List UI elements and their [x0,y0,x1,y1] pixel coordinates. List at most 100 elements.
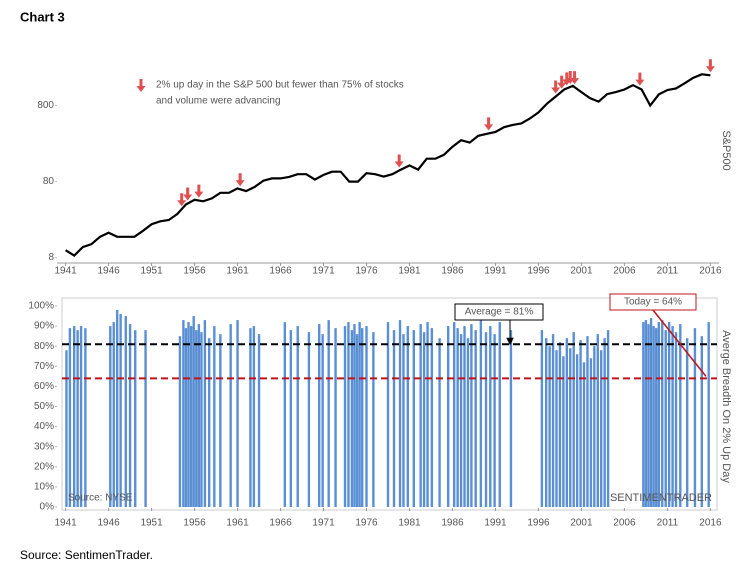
y-tick-label: 70% [34,361,54,372]
bar [551,334,555,507]
x-tick-label: 1986 [441,266,464,277]
price-line [65,73,711,257]
bar [661,320,664,507]
x-tick-label: 1966 [269,266,292,277]
signal-arrow [394,154,404,168]
bar [128,324,132,507]
bar [667,322,671,507]
bar [565,338,569,507]
y-axis-label: Averge Breadth On 2% Up Day [720,330,732,483]
y-tick-label: 10% [34,482,54,493]
bar [649,318,653,507]
bar [446,326,450,507]
bar [685,338,689,507]
signal-arrow [551,80,561,94]
x-tick-label: 1951 [140,518,163,529]
x-tick-label: 2001 [570,266,593,277]
x-tick-label: 1941 [54,518,77,529]
bar [498,322,501,507]
bar [65,350,68,507]
annotation-text: Average = 81% [465,307,534,318]
bar [321,334,324,507]
bar [361,328,364,507]
bar [365,326,368,507]
figure-title: Chart 3 [20,9,65,24]
bar [327,320,330,507]
x-tick-label: 1971 [312,266,335,277]
bar [548,346,551,507]
bar [84,328,87,507]
x-tick-label: 1941 [54,266,77,277]
bar [419,324,422,507]
bar [466,338,470,507]
y-tick-label: 80 [43,176,55,187]
bar [558,342,562,507]
signal-arrow [635,72,645,86]
bar [184,328,188,507]
x-tick-label: 1986 [441,518,464,529]
annotation-text: Today = 64% [624,297,682,308]
bar [474,330,477,507]
bar [652,326,655,507]
x-tick-label: 1981 [398,266,421,277]
annotation-box [454,303,544,321]
bar [603,338,606,507]
x-tick-label: 1946 [97,518,120,529]
bar [334,328,337,507]
bar [679,324,682,507]
bar [358,322,361,507]
bar [76,330,79,507]
y-tick-label: 60% [34,381,54,392]
bar [134,330,137,507]
bar [540,330,544,507]
bar [355,334,359,507]
bar [575,354,579,507]
bar [642,322,645,507]
bar [318,324,321,507]
bar [647,324,650,507]
bar [606,330,610,507]
annotation-arrow [506,320,514,346]
bar [249,328,252,507]
legend-arrow [136,79,146,92]
bar [187,322,190,507]
x-tick-label: 2011 [657,266,679,277]
bar [289,330,293,507]
bar [596,334,599,507]
y-tick-label: 50% [34,401,54,412]
x-tick-label: 2006 [613,266,636,277]
bar [509,330,513,507]
bar [343,326,347,507]
bar [72,326,76,507]
bar [453,322,456,507]
legend-text: 2% up day in the S&P 500 but fewer than … [156,80,404,91]
x-tick-label: 1996 [527,266,550,277]
y-tick-label: 0% [40,502,55,513]
y-tick-label: 100% [28,301,54,312]
signal-arrow [235,173,245,187]
bar [353,324,356,507]
bar [600,350,603,507]
x-tick-label: 1956 [183,266,206,277]
signal-arrow [557,75,567,89]
bar [470,324,473,507]
bar [479,320,483,507]
bar [236,320,239,507]
x-tick-label: 1956 [183,518,206,529]
bar [283,322,287,507]
bar [422,332,426,507]
bar [372,332,375,507]
x-tick-label: 2011 [657,518,679,529]
bar [192,316,195,507]
bar [257,334,261,507]
bar [657,322,661,507]
bar [350,330,354,507]
bar [582,362,586,507]
bar [671,326,674,507]
y-tick-label: 8 [48,252,54,263]
x-tick-label: 1996 [527,518,550,529]
bar [347,322,350,507]
bar [438,338,441,507]
bar [68,328,72,507]
bar [655,328,658,507]
